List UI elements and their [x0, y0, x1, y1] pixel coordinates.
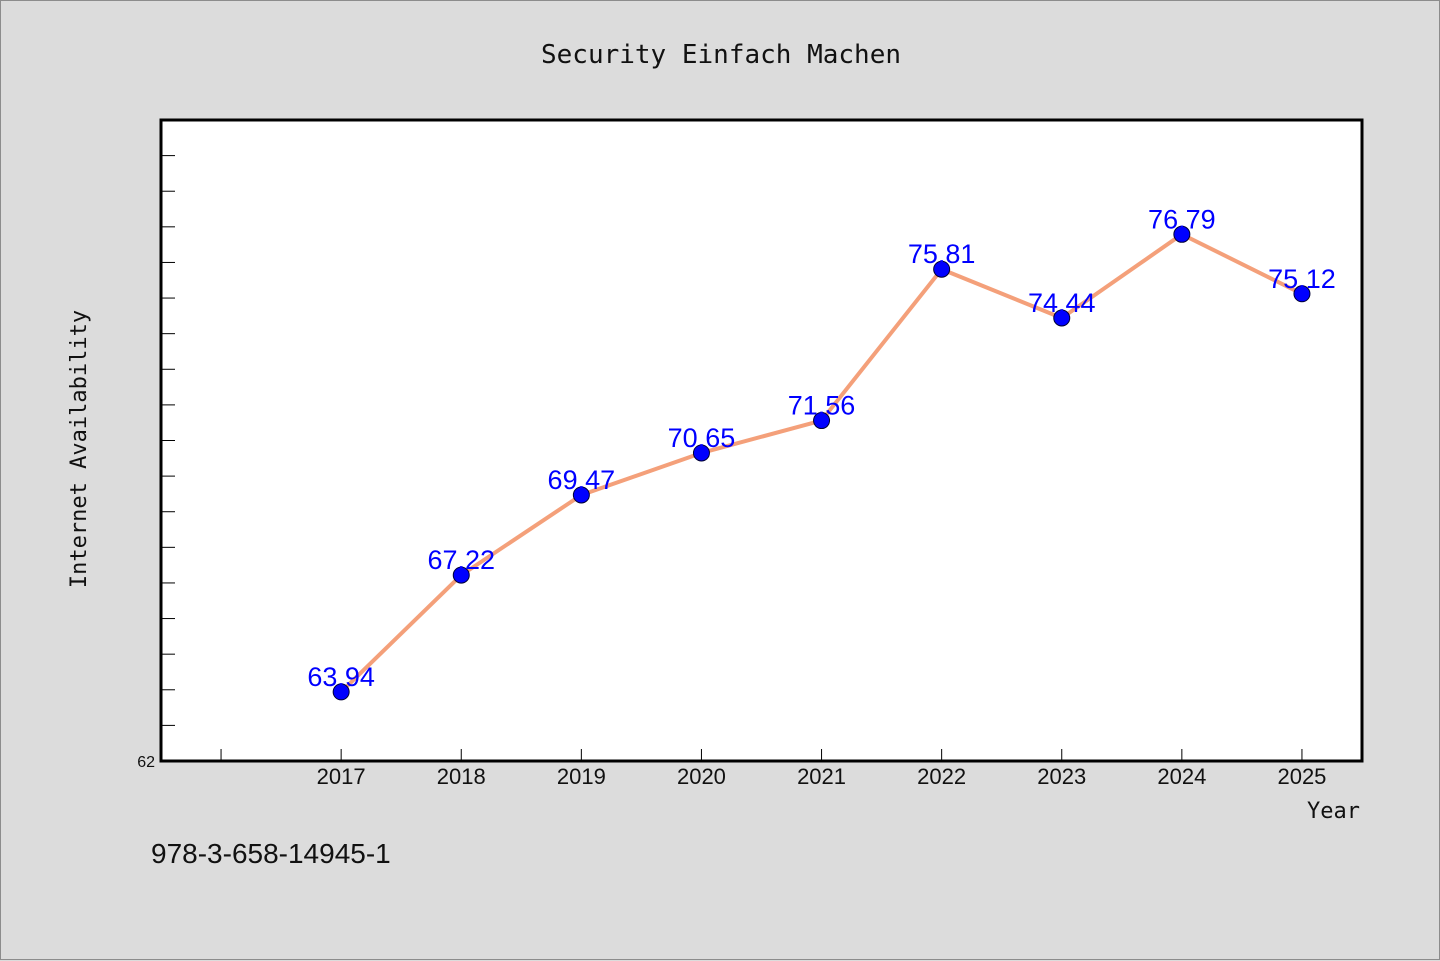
x-tick-label: 2019: [557, 764, 606, 789]
series-markers-group: [332, 225, 1311, 701]
x-axis-tick-labels: 2017 2018 2019 2020 2021 2022 2023 2024 2025: [317, 764, 1327, 789]
x-axis-ticks: [220, 749, 1303, 761]
x-tick-label: 2022: [917, 764, 966, 789]
data-label: 74.44: [1028, 288, 1096, 318]
data-point-marker: [452, 566, 470, 584]
data-label: 67.22: [427, 545, 495, 575]
y-axis-label: Internet Availability: [67, 310, 92, 588]
x-tick-label: 2025: [1277, 764, 1326, 789]
x-axis-label: Year: [1307, 799, 1360, 824]
data-point-marker: [1053, 309, 1071, 327]
data-point-marker: [1293, 285, 1311, 303]
plot-area: [159, 118, 1364, 763]
data-label: 76.79: [1148, 204, 1216, 234]
data-point-marker: [332, 683, 350, 701]
data-label: 75.81: [908, 239, 976, 269]
y-axis-tick-labels: 62: [137, 754, 155, 771]
data-point-marker: [1173, 225, 1191, 243]
x-tick-label: 2020: [677, 764, 726, 789]
data-label: 69.47: [548, 465, 616, 495]
chart-title: Security Einfach Machen: [541, 40, 901, 70]
data-point-marker: [692, 444, 710, 462]
x-tick-label: 2017: [317, 764, 366, 789]
y-tick-label: 62: [137, 754, 155, 771]
x-tick-label: 2023: [1037, 764, 1086, 789]
data-label: 71.56: [788, 391, 856, 421]
data-point-marker: [572, 486, 590, 504]
data-label: 63.94: [307, 662, 375, 692]
data-label: 75.12: [1268, 264, 1336, 294]
x-tick-label: 2024: [1157, 764, 1206, 789]
isbn-text: 978-3-658-14945-1: [151, 838, 391, 869]
x-tick-label: 2018: [437, 764, 486, 789]
data-point-marker: [813, 412, 831, 430]
y-axis-ticks: [161, 155, 175, 726]
data-labels-group: 63.94 67.22 69.47 70.65 71.56 75.81 74.44 76.79…: [307, 204, 1335, 692]
data-point-marker: [933, 260, 951, 278]
x-tick-label: 2021: [797, 764, 846, 789]
data-label: 70.65: [668, 423, 736, 453]
